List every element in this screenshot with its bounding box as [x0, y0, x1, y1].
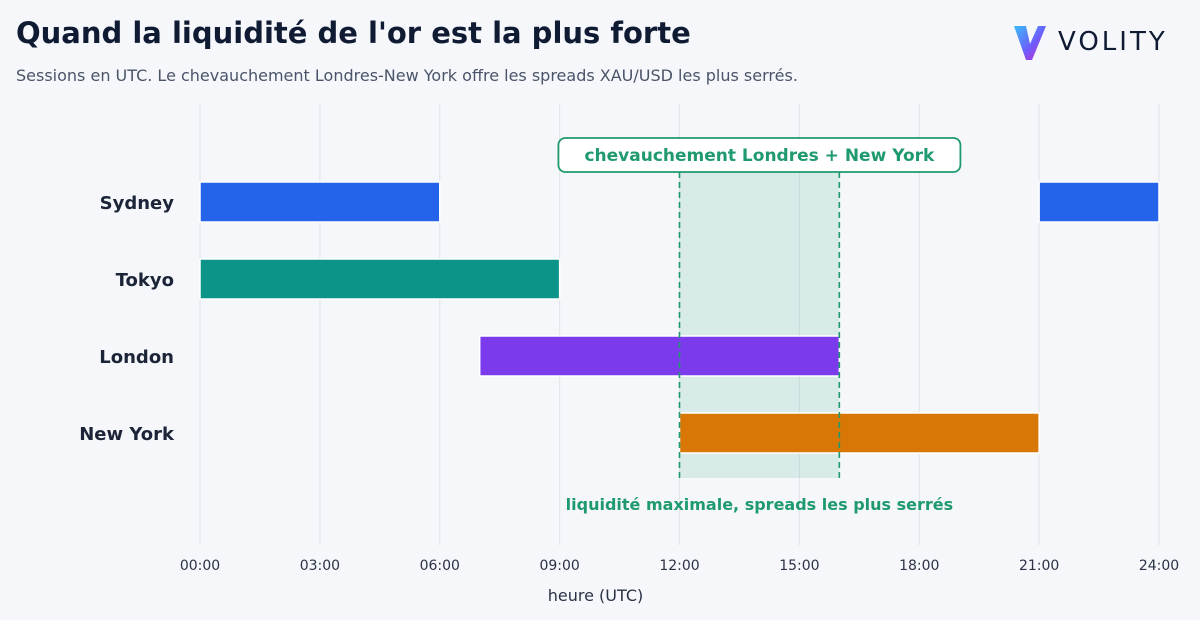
category-label: New York	[79, 424, 175, 445]
session-bar	[199, 258, 561, 300]
page-title: Quand la liquidité de l'or est la plus f…	[16, 16, 691, 50]
volity-v-logo-icon	[1014, 26, 1046, 60]
overlap-label-box	[557, 137, 962, 173]
x-tick-label: 15:00	[779, 558, 819, 574]
x-tick-label: 06:00	[420, 558, 460, 574]
x-tick-label: 09:00	[539, 558, 579, 574]
overlap-note: liquidité maximale, spreads les plus ser…	[566, 495, 953, 514]
x-tick-label: 21:00	[1019, 558, 1059, 574]
category-label: Tokyo	[116, 270, 174, 291]
brand-name: VOLITY	[1058, 27, 1168, 57]
session-bar	[478, 335, 841, 377]
x-tick-label: 00:00	[180, 558, 220, 574]
x-tick-label: 24:00	[1139, 558, 1179, 574]
session-bar	[1038, 181, 1160, 223]
overlap-label: chevauchement Londres + New York	[584, 146, 935, 166]
x-tick-label: 18:00	[899, 558, 939, 574]
session-bar	[199, 181, 441, 223]
x-tick-label: 03:00	[300, 558, 340, 574]
x-tick-label: 12:00	[659, 558, 699, 574]
session-bar	[678, 412, 1040, 454]
page-subtitle: Sessions en UTC. Le chevauchement Londre…	[16, 66, 798, 85]
x-axis-label: heure (UTC)	[548, 586, 643, 605]
category-label: London	[99, 347, 174, 368]
brand-logo: VOLITY	[1012, 22, 1168, 62]
category-label: Sydney	[100, 193, 175, 214]
